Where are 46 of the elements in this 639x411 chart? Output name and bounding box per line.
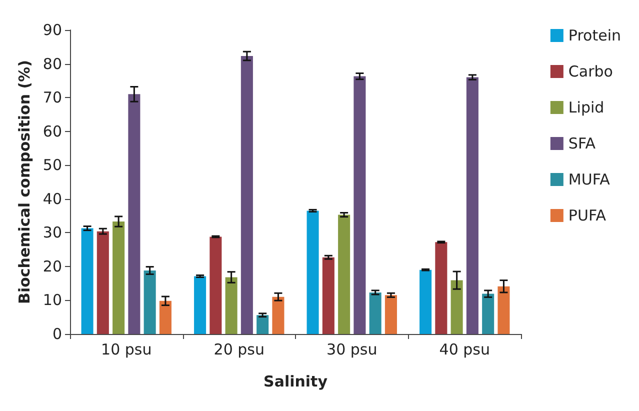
x-tick-label: 40 psu <box>439 340 490 358</box>
y-tick-label: 70 <box>42 88 62 107</box>
bar <box>354 76 366 334</box>
bar <box>369 292 382 334</box>
y-tick-label: 80 <box>42 54 62 73</box>
bar <box>482 294 494 334</box>
x-tick-label: 10 psu <box>101 340 152 358</box>
legend-label: SFA <box>568 134 596 152</box>
y-tick-label: 10 <box>42 291 62 310</box>
legend-label: Carbo <box>568 62 613 80</box>
bar <box>466 77 478 334</box>
legend-label: MUFA <box>568 170 611 188</box>
bar <box>159 300 172 334</box>
y-tick-label: 60 <box>42 122 62 140</box>
y-tick-label: 90 <box>42 21 62 39</box>
bar <box>338 214 350 334</box>
bar <box>498 286 510 334</box>
bar <box>450 280 463 334</box>
bar <box>306 210 319 334</box>
y-tick-label: 40 <box>42 190 62 208</box>
bar <box>256 315 269 334</box>
bar <box>435 242 448 334</box>
bar <box>210 236 222 334</box>
bar <box>96 231 109 334</box>
bar <box>128 94 140 334</box>
bar <box>272 296 284 334</box>
bar <box>81 228 94 334</box>
x-tick-label: 20 psu <box>214 340 264 358</box>
y-axis-title: Biochemical composition (%) <box>16 60 34 304</box>
bar <box>420 270 432 334</box>
y-tick-label: 50 <box>42 156 62 174</box>
y-tick-label: 0 <box>52 325 62 343</box>
y-tick-label: 20 <box>42 257 62 276</box>
bar <box>225 277 238 334</box>
legend-label: Protein <box>568 26 622 44</box>
bar <box>144 270 156 334</box>
bar <box>384 295 397 334</box>
legend-label: Lipid <box>568 98 604 116</box>
bar <box>322 257 334 334</box>
bar <box>112 222 125 334</box>
legend-label: PUFA <box>568 206 607 224</box>
bar <box>194 276 206 334</box>
y-tick-label: 30 <box>42 224 62 242</box>
x-axis-title: Salinity <box>264 372 328 390</box>
x-tick-label: 30 psu <box>326 340 378 358</box>
bar <box>240 56 253 334</box>
